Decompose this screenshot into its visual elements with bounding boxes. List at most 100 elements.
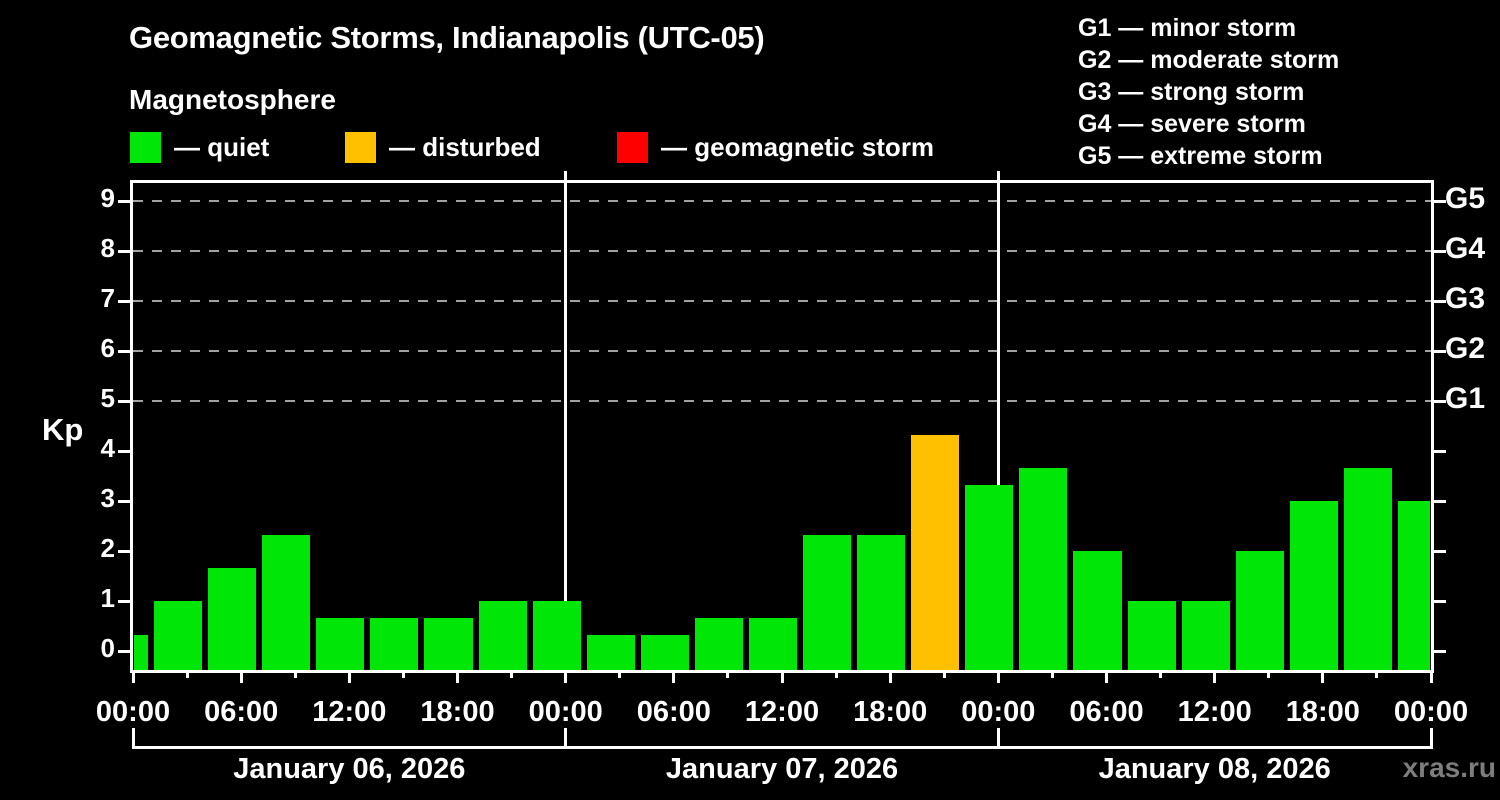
day-separator-line: [564, 183, 568, 670]
right-axis-g-label: G3: [1445, 282, 1486, 315]
x-axis-tick: [726, 670, 730, 678]
kp-bar: [748, 617, 798, 670]
kp-bar: [1397, 501, 1430, 670]
legend-item-disturbed: — disturbed: [345, 132, 541, 163]
x-axis-time-label: 06:00: [1069, 696, 1144, 728]
day-separator-top-tick: [564, 171, 568, 180]
date-label: January 07, 2026: [665, 753, 899, 785]
date-label: January 08, 2026: [1098, 753, 1331, 785]
kp-bar: [532, 601, 581, 670]
plot-area: 0 1 2 3 4 5 6 7 8 9 G1 G2 G3 G4 G5 00:00 06:00 12:00 18:00…: [96, 171, 1485, 785]
kp-bar: [640, 634, 689, 670]
x-axis-time-label: 12:00: [312, 696, 387, 728]
kp-bar: [134, 634, 149, 670]
watermark-link[interactable]: xras.ru: [1402, 752, 1496, 783]
quiet-color-swatch: [130, 132, 161, 163]
day-bracket-tick: [131, 728, 135, 749]
y-axis-tick-label: 8: [100, 233, 115, 263]
x-axis-tick: [564, 670, 568, 683]
y-axis-tick: [118, 399, 133, 403]
gridline-kp8: [133, 250, 1431, 252]
x-axis-time-label: 00:00: [1393, 696, 1469, 728]
x-axis-tick: [1321, 670, 1325, 683]
y-axis-tick: [118, 499, 133, 503]
y-axis-tick-label: 2: [100, 533, 115, 563]
day-bracket-tick: [564, 728, 568, 749]
g-legend-line: G5 — extreme storm: [1078, 142, 1323, 170]
x-axis-tick: [834, 670, 838, 678]
x-axis-time-label: 18:00: [420, 696, 495, 728]
y-axis-tick-label: 5: [100, 383, 115, 413]
kp-bar: [586, 634, 635, 670]
right-axis-g-label: G4: [1445, 232, 1486, 265]
x-axis-tick: [401, 670, 405, 678]
x-axis-tick: [1213, 670, 1217, 683]
legend-item-quiet: — quiet: [130, 132, 269, 163]
right-axis-g-label: G1: [1445, 382, 1486, 415]
gridline-kp9: [133, 200, 1431, 202]
kp-bar: [262, 534, 311, 670]
kp-bar: [1181, 601, 1230, 670]
x-axis-time-label: 00:00: [95, 696, 171, 728]
y-axis-tick: [118, 599, 133, 603]
page-title: Geomagnetic Storms, Indianapolis (UTC-05…: [129, 20, 765, 55]
y-axis-tick-right: [1431, 449, 1446, 453]
day-bracket-line: [133, 746, 1431, 749]
y-axis-tick-label: 9: [100, 183, 115, 213]
x-axis-tick: [942, 670, 946, 678]
kp-bar: [803, 534, 852, 670]
y-axis-tick-right: [1431, 499, 1446, 503]
x-axis-time-label: 06:00: [204, 696, 279, 728]
x-axis-time-label: 06:00: [636, 696, 711, 728]
y-axis-tick-label: 1: [100, 583, 115, 613]
kp-bar: [1019, 467, 1068, 670]
y-axis-tick: [118, 349, 133, 353]
kp-bar: [1235, 551, 1284, 670]
chart-subtitle: Magnetosphere: [129, 84, 336, 115]
x-axis-tick: [347, 670, 351, 683]
x-axis-tick: [780, 670, 784, 683]
kp-bar: [1343, 467, 1392, 670]
legend-item-storm: — geomagnetic storm: [617, 132, 934, 163]
day-separator-line: [996, 183, 1000, 670]
date-label: January 06, 2026: [233, 753, 466, 785]
x-axis-tick: [510, 670, 514, 678]
y-axis-tick: [118, 449, 133, 453]
g-scale-legend: G1 — minor storm G2 — moderate storm G3 — …: [1078, 12, 1339, 172]
x-axis-time-label: 18:00: [853, 696, 928, 728]
kp-bar: [208, 567, 257, 670]
y-axis-tick: [118, 549, 133, 553]
x-axis-tick: [996, 670, 1000, 683]
legend-label: — geomagnetic storm: [661, 132, 935, 162]
x-axis-tick: [1375, 670, 1379, 678]
y-axis-tick-right: [1431, 649, 1446, 653]
kp-bar: [316, 617, 365, 670]
y-axis-tick-right: [1431, 399, 1446, 403]
gridline-kp5: [133, 400, 1431, 402]
y-axis-tick-label: 3: [100, 483, 115, 513]
y-axis-tick-right: [1431, 549, 1446, 553]
g-legend-line: G2 — moderate storm: [1078, 46, 1340, 74]
right-axis-g-label: G5: [1445, 182, 1486, 215]
y-axis-tick-right: [1431, 299, 1446, 303]
x-axis-time-label: 12:00: [1177, 696, 1252, 728]
disturbed-color-swatch: [345, 132, 376, 163]
x-axis-tick: [672, 670, 676, 683]
kp-bar: [857, 534, 906, 670]
x-axis-tick: [131, 670, 135, 683]
x-axis-time-label: 00:00: [961, 696, 1036, 728]
day-separator-top-tick: [996, 171, 1000, 180]
day-bracket-tick: [996, 728, 1000, 749]
y-axis-tick-right: [1431, 599, 1446, 603]
y-axis-tick: [118, 199, 133, 203]
x-axis-time-label: 12:00: [744, 696, 820, 728]
x-axis-tick: [239, 670, 243, 683]
kp-bar: [154, 601, 203, 670]
y-axis-tick-right: [1431, 349, 1446, 353]
y-axis-title: Kp: [42, 412, 84, 447]
y-axis-tick-label: 0: [100, 633, 115, 663]
g-legend-line: G4 — severe storm: [1078, 110, 1306, 138]
right-axis-g-label: G2: [1445, 332, 1486, 365]
x-axis-tick: [1105, 670, 1108, 683]
